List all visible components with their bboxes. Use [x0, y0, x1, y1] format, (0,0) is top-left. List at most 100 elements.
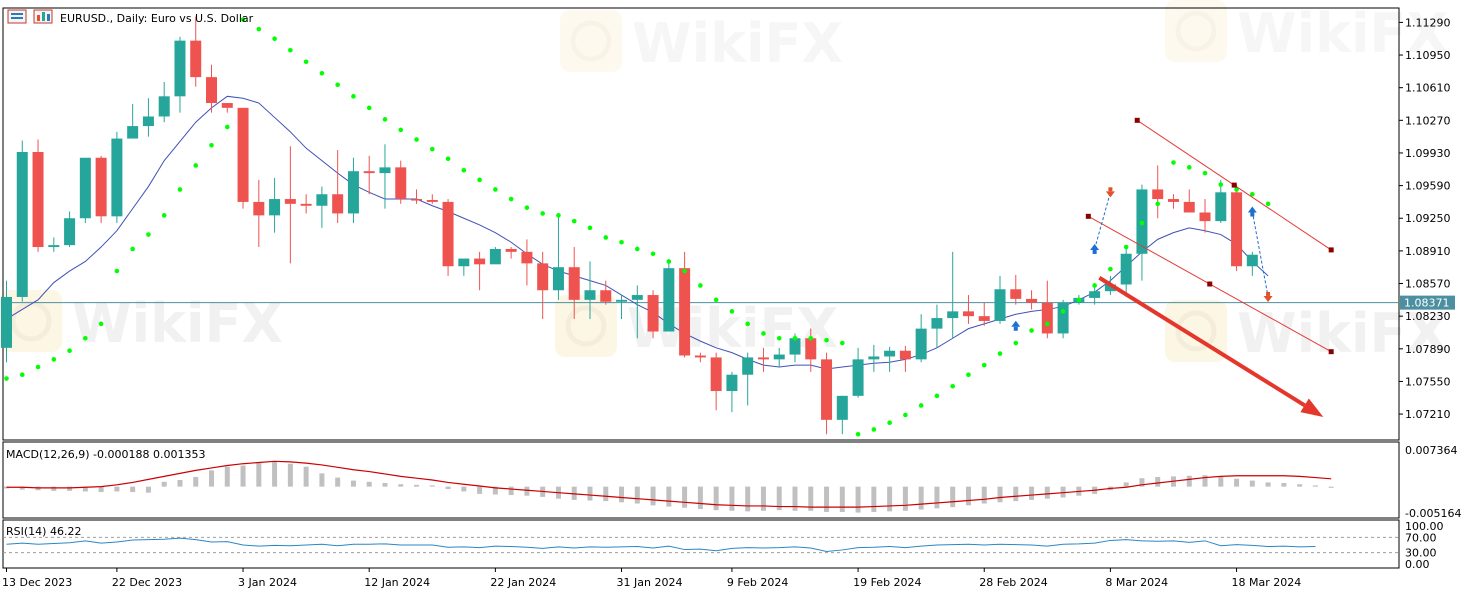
candle[interactable]	[1089, 285, 1101, 305]
candle[interactable]	[79, 157, 91, 224]
channel-anchor[interactable]	[1085, 213, 1091, 219]
candle[interactable]	[95, 155, 107, 224]
sar-dot	[619, 239, 624, 245]
candle[interactable]	[1010, 274, 1022, 305]
candle[interactable]	[458, 258, 470, 276]
candle[interactable]	[206, 64, 218, 113]
candle[interactable]	[411, 189, 423, 204]
candle[interactable]	[32, 139, 44, 252]
candle[interactable]	[1041, 280, 1053, 339]
candle[interactable]	[710, 352, 722, 411]
candle[interactable]	[742, 352, 754, 406]
candle[interactable]	[947, 251, 959, 339]
channel-anchor[interactable]	[1328, 349, 1334, 355]
candle[interactable]	[190, 16, 202, 87]
candle[interactable]	[300, 194, 312, 214]
candle[interactable]	[48, 237, 60, 252]
candle[interactable]	[726, 371, 738, 413]
sell-marker-icon[interactable]	[1105, 191, 1115, 198]
candle[interactable]	[521, 239, 533, 286]
candle[interactable]	[899, 345, 911, 372]
candle[interactable]	[584, 261, 596, 320]
channel-anchor[interactable]	[1231, 182, 1237, 188]
candle[interactable]	[221, 103, 233, 113]
candle[interactable]	[316, 186, 328, 228]
candle[interactable]	[836, 395, 848, 435]
candle[interactable]	[647, 290, 659, 339]
candle[interactable]	[1, 280, 12, 363]
candle[interactable]	[600, 280, 612, 305]
candle[interactable]	[16, 140, 28, 302]
candle[interactable]	[757, 347, 769, 372]
channel-anchor[interactable]	[1328, 247, 1334, 253]
candle[interactable]	[1120, 247, 1132, 297]
candle[interactable]	[363, 155, 375, 195]
macd-histogram-bar	[1123, 482, 1129, 487]
macd-plot-area[interactable]	[4, 460, 1334, 513]
candle[interactable]	[158, 81, 170, 123]
candle[interactable]	[111, 131, 123, 224]
candle[interactable]	[489, 247, 501, 265]
candle[interactable]	[616, 295, 628, 320]
candle[interactable]	[426, 194, 438, 204]
candle[interactable]	[127, 104, 139, 139]
channel-anchor[interactable]	[1207, 281, 1213, 287]
sar-dot	[571, 218, 577, 224]
candle[interactable]	[1152, 165, 1164, 219]
candle[interactable]	[852, 347, 864, 398]
candle[interactable]	[332, 150, 344, 224]
candle[interactable]	[395, 160, 407, 204]
candle[interactable]	[679, 251, 691, 358]
candle[interactable]	[931, 304, 943, 348]
candle[interactable]	[1167, 194, 1179, 209]
buy-marker-icon[interactable]	[1090, 243, 1100, 250]
candle[interactable]	[174, 36, 186, 113]
channel-anchor[interactable]	[1134, 117, 1140, 123]
candle[interactable]	[537, 251, 549, 320]
candle[interactable]	[978, 302, 990, 326]
candle[interactable]	[1199, 199, 1211, 233]
candle[interactable]	[552, 213, 564, 300]
candle-body	[1183, 201, 1195, 213]
candle[interactable]	[994, 275, 1006, 324]
main-plot-area[interactable]	[1, 16, 1399, 437]
candle-body	[64, 218, 76, 246]
indicator-list-icon[interactable]	[33, 9, 53, 24]
candle[interactable]	[474, 251, 486, 291]
candle[interactable]	[237, 107, 249, 209]
candle[interactable]	[868, 344, 880, 372]
candle[interactable]	[821, 352, 833, 435]
candle[interactable]	[884, 346, 896, 372]
candle[interactable]	[631, 285, 643, 339]
candle[interactable]	[663, 261, 675, 332]
candle[interactable]	[1057, 299, 1069, 339]
candle[interactable]	[1231, 184, 1243, 272]
candle[interactable]	[284, 146, 296, 264]
buy-marker-icon[interactable]	[1011, 320, 1021, 327]
candle[interactable]	[773, 347, 785, 368]
buy-marker-icon[interactable]	[1247, 206, 1257, 213]
candle[interactable]	[505, 247, 517, 259]
candle[interactable]	[379, 144, 391, 209]
candle[interactable]	[269, 177, 281, 233]
candle[interactable]	[1215, 179, 1227, 224]
candle[interactable]	[253, 179, 265, 248]
candle[interactable]	[805, 328, 817, 372]
candle[interactable]	[1026, 290, 1038, 310]
candle[interactable]	[442, 199, 454, 276]
candle[interactable]	[915, 314, 927, 363]
watermark-logo-ring	[1175, 310, 1217, 352]
candle[interactable]	[1183, 189, 1195, 213]
candle[interactable]	[1246, 251, 1258, 276]
candle[interactable]	[64, 211, 76, 248]
candle[interactable]	[962, 295, 974, 324]
candle[interactable]	[694, 352, 706, 363]
rsi-plot-area[interactable]	[3, 536, 1399, 554]
candle[interactable]	[568, 247, 580, 320]
chart-menu-icon[interactable]	[7, 9, 27, 24]
candle[interactable]	[142, 98, 154, 137]
macd-histogram-bar	[1218, 476, 1224, 487]
candle[interactable]	[347, 157, 359, 224]
sell-marker-icon[interactable]	[1263, 295, 1273, 302]
candle[interactable]	[1136, 184, 1148, 281]
